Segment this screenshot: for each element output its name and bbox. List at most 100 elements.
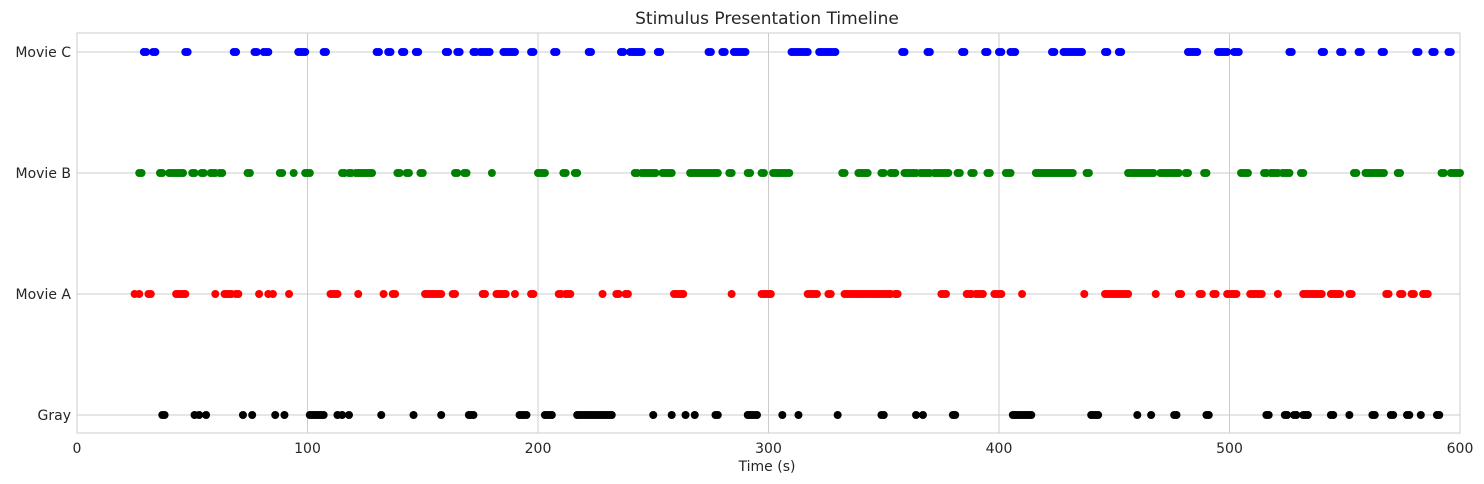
data-point xyxy=(879,169,888,177)
data-point xyxy=(374,48,383,56)
data-point xyxy=(146,290,155,298)
data-point xyxy=(202,411,211,419)
x-tick-label: 400 xyxy=(986,441,1013,457)
data-point xyxy=(278,169,287,177)
data-point xyxy=(248,411,257,419)
data-point xyxy=(614,290,623,298)
data-points xyxy=(130,48,1464,419)
data-point xyxy=(1018,290,1027,298)
data-point xyxy=(333,290,342,298)
data-point xyxy=(400,48,409,56)
data-point xyxy=(462,169,471,177)
x-tick-label: 300 xyxy=(755,441,782,457)
data-point xyxy=(1299,169,1308,177)
data-point xyxy=(1133,411,1142,419)
data-point xyxy=(1409,290,1418,298)
data-point xyxy=(893,290,902,298)
data-point xyxy=(623,290,632,298)
data-point xyxy=(289,169,298,177)
data-point xyxy=(587,48,596,56)
data-point xyxy=(741,48,750,56)
data-point xyxy=(1405,411,1414,419)
data-point xyxy=(1232,290,1241,298)
data-point xyxy=(1292,411,1301,419)
data-point xyxy=(1080,290,1089,298)
data-point xyxy=(418,169,427,177)
data-point xyxy=(1398,290,1407,298)
data-point xyxy=(960,48,969,56)
data-point xyxy=(404,169,413,177)
data-point xyxy=(951,411,960,419)
data-point xyxy=(863,169,872,177)
x-tick-label: 500 xyxy=(1216,441,1243,457)
data-point xyxy=(368,169,377,177)
data-point xyxy=(437,411,446,419)
data-point xyxy=(469,411,478,419)
data-point xyxy=(529,48,538,56)
data-point xyxy=(766,290,775,298)
data-point xyxy=(1234,48,1243,56)
data-point xyxy=(656,48,665,56)
data-point xyxy=(1151,290,1160,298)
data-point xyxy=(955,169,964,177)
data-point xyxy=(437,290,446,298)
data-point xyxy=(1379,169,1388,177)
data-point xyxy=(190,169,199,177)
series-gray xyxy=(158,411,1444,419)
series-movie-a xyxy=(130,290,1432,298)
data-point xyxy=(690,411,699,419)
data-point xyxy=(1303,411,1312,419)
data-point xyxy=(746,169,755,177)
data-point xyxy=(619,48,628,56)
data-point xyxy=(1027,411,1036,419)
data-point xyxy=(344,411,353,419)
data-point xyxy=(831,48,840,56)
data-point xyxy=(453,169,462,177)
plot-area-frame xyxy=(76,32,1461,434)
data-point xyxy=(1389,411,1398,419)
data-point xyxy=(918,411,927,419)
data-point xyxy=(759,169,768,177)
data-point xyxy=(573,169,582,177)
data-point xyxy=(667,411,676,419)
data-point xyxy=(321,48,330,56)
data-point xyxy=(891,169,900,177)
data-point xyxy=(377,411,386,419)
x-axis-ticks: 0 100 200 300 400 500 600 xyxy=(73,441,1474,457)
data-point xyxy=(183,48,192,56)
data-point xyxy=(142,48,151,56)
data-point xyxy=(1285,169,1294,177)
data-point xyxy=(487,169,496,177)
data-point xyxy=(833,411,842,419)
data-point xyxy=(752,411,761,419)
data-point xyxy=(1317,290,1326,298)
data-point xyxy=(681,411,690,419)
data-point xyxy=(444,48,453,56)
data-point xyxy=(379,290,388,298)
data-point xyxy=(285,290,294,298)
data-point xyxy=(1456,169,1464,177)
data-point xyxy=(1345,411,1354,419)
data-point xyxy=(826,290,835,298)
x-tick-label: 0 xyxy=(73,441,82,457)
data-point xyxy=(232,48,241,56)
data-point xyxy=(386,48,395,56)
data-point xyxy=(1384,290,1393,298)
data-point xyxy=(1347,290,1356,298)
data-point xyxy=(1446,48,1455,56)
data-point xyxy=(727,169,736,177)
data-point xyxy=(245,169,254,177)
data-point xyxy=(354,290,363,298)
data-point xyxy=(1264,411,1273,419)
data-point xyxy=(785,169,794,177)
data-point xyxy=(1257,290,1266,298)
data-point xyxy=(1320,48,1329,56)
data-point xyxy=(1117,48,1126,56)
data-point xyxy=(978,290,987,298)
data-point xyxy=(1396,169,1405,177)
data-point xyxy=(1211,290,1220,298)
data-point xyxy=(1011,48,1020,56)
y-tick-label: Movie A xyxy=(16,287,72,303)
